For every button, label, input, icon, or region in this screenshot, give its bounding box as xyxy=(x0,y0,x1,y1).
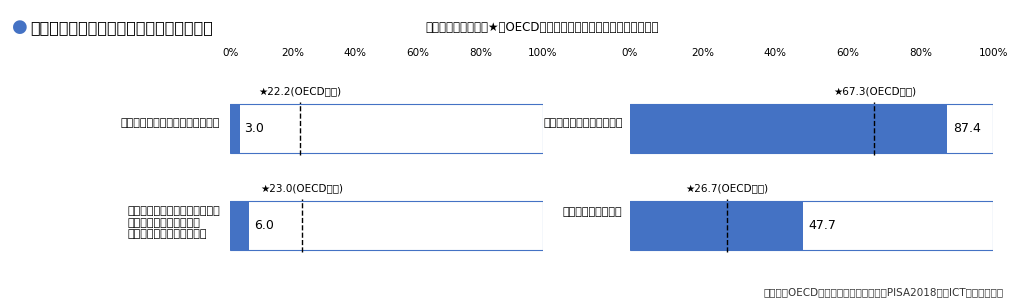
Text: 47.7: 47.7 xyxy=(809,219,837,232)
Text: 学校の勉強のために、インター
ネット上のサイトを見る
（例：作文や発表の準備）: 学校の勉強のために、インター ネット上のサイトを見る （例：作文や発表の準備） xyxy=(127,206,220,239)
Bar xyxy=(630,104,947,153)
Bar xyxy=(230,104,240,153)
Text: ★26.7(OECD平均): ★26.7(OECD平均) xyxy=(685,183,768,193)
Text: ●: ● xyxy=(12,18,28,36)
Text: 87.4: 87.4 xyxy=(953,122,981,135)
Text: ★22.2(OECD平均): ★22.2(OECD平均) xyxy=(258,86,341,96)
Bar xyxy=(230,201,543,250)
Text: 3.0: 3.0 xyxy=(245,122,264,135)
Text: （出典：OECD生徒の学習到達度調査（PISA2018）「ICT活用調査」）: （出典：OECD生徒の学習到達度調査（PISA2018）「ICT活用調査」） xyxy=(764,287,1004,297)
Text: ネット上でチャットをする: ネット上でチャットをする xyxy=(543,118,623,128)
Text: 6.0: 6.0 xyxy=(254,219,273,232)
Text: １人用ゲームで遊ぶ: １人用ゲームで遊ぶ xyxy=(563,207,623,217)
Bar xyxy=(230,201,249,250)
Text: コンピュータを使って宿題をする: コンピュータを使って宿題をする xyxy=(121,118,220,128)
Text: ★67.3(OECD平均): ★67.3(OECD平均) xyxy=(833,86,916,96)
Text: ★23.0(OECD平均): ★23.0(OECD平均) xyxy=(261,183,344,193)
Bar xyxy=(630,201,993,250)
Bar xyxy=(230,104,543,153)
Text: （青色帯は日本の、★はOECD平均の「毎日」「ほぼ毎日」の合計）: （青色帯は日本の、★はOECD平均の「毎日」「ほぼ毎日」の合計） xyxy=(425,21,658,34)
Text: 学校外での平日のデジタル機器の利用状況: 学校外での平日のデジタル機器の利用状況 xyxy=(31,20,214,35)
Bar xyxy=(630,201,803,250)
Bar xyxy=(630,104,993,153)
